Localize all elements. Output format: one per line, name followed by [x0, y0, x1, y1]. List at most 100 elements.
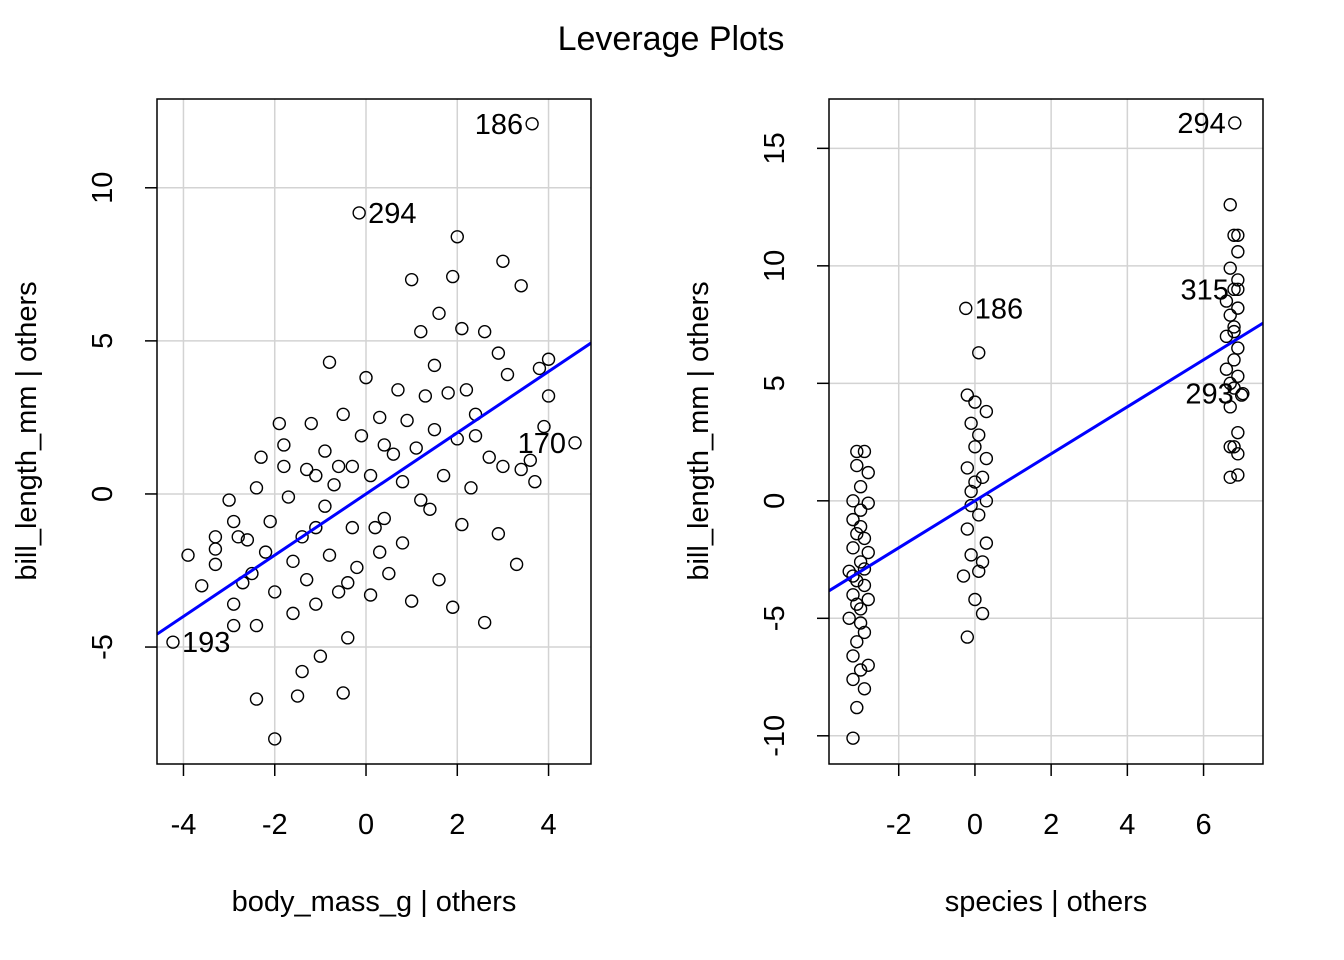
data-point	[1231, 273, 1245, 287]
data-point	[968, 592, 982, 607]
data-point	[322, 355, 337, 370]
x-tick-label: -2	[886, 809, 912, 841]
data-point	[853, 663, 868, 677]
data-point	[286, 606, 300, 621]
data-point	[427, 358, 442, 373]
y-tick-label: 15	[759, 132, 791, 164]
data-point	[331, 459, 346, 474]
data-point	[1231, 425, 1245, 440]
data-point	[975, 470, 990, 485]
data-point	[846, 512, 860, 527]
data-point	[853, 555, 868, 569]
regression-line	[157, 341, 591, 636]
data-point	[482, 450, 496, 464]
data-point	[363, 468, 378, 483]
data-point	[286, 554, 300, 569]
data-point	[496, 459, 510, 474]
data-point	[432, 306, 446, 321]
data-point	[850, 635, 864, 649]
point-label: 186	[975, 293, 1023, 325]
data-point	[459, 383, 474, 397]
data-point	[336, 407, 350, 422]
data-point	[1223, 376, 1237, 391]
data-point	[846, 588, 860, 602]
data-point	[1223, 308, 1237, 322]
x-tick-label: -2	[262, 809, 288, 841]
data-point	[532, 361, 547, 376]
data-point	[846, 569, 860, 583]
data-point	[1236, 386, 1250, 401]
data-point	[423, 502, 437, 516]
data-point	[1227, 320, 1241, 334]
data-point	[979, 404, 994, 419]
data-point	[446, 600, 460, 614]
data-point	[1219, 294, 1234, 308]
data-point	[313, 649, 328, 663]
data-point	[277, 438, 291, 452]
data-point	[359, 370, 373, 385]
data-point	[377, 511, 391, 526]
data-point	[395, 475, 410, 489]
data-point	[846, 541, 860, 555]
data-point	[181, 548, 195, 562]
point-label: 186	[475, 109, 523, 141]
data-point	[268, 732, 282, 746]
data-point	[979, 536, 994, 550]
data-point	[541, 389, 556, 403]
data-point	[857, 625, 872, 640]
data-point	[861, 592, 875, 607]
data-point	[318, 444, 332, 458]
data-point	[309, 468, 323, 483]
data-point	[861, 496, 875, 510]
data-point	[525, 117, 539, 131]
data-point	[268, 585, 282, 599]
data-point	[964, 416, 978, 430]
data-point	[1231, 228, 1245, 242]
data-point	[842, 611, 856, 626]
data-point	[281, 490, 296, 504]
data-point	[382, 566, 396, 581]
data-point	[1219, 362, 1234, 376]
data-point	[1231, 245, 1245, 259]
data-point	[968, 395, 982, 409]
data-point	[975, 555, 990, 569]
data-point	[956, 569, 971, 583]
data-point	[226, 597, 241, 611]
panel-species: species | others bill_length_mm | others…	[683, 98, 1264, 918]
x-tick-label: 2	[449, 809, 465, 841]
data-point	[377, 438, 391, 452]
point-label: 294	[1177, 108, 1225, 140]
data-point	[363, 588, 378, 602]
data-point	[272, 416, 287, 431]
data-point	[368, 520, 382, 535]
data-point	[477, 324, 492, 339]
data-point	[240, 533, 255, 547]
data-point	[537, 419, 551, 434]
data-point	[509, 557, 524, 572]
y-axis-label: bill_length_mm | others	[11, 281, 43, 580]
data-point	[322, 548, 337, 562]
data-point	[231, 530, 245, 544]
data-point	[857, 562, 872, 576]
data-point	[972, 346, 986, 360]
data-point	[850, 444, 864, 459]
data-point	[496, 254, 510, 268]
data-point	[395, 536, 410, 550]
data-point	[1231, 301, 1245, 315]
data-point	[1231, 447, 1245, 461]
y-tick-label: 0	[759, 493, 791, 509]
x-tick-label: 0	[967, 809, 983, 841]
data-point	[341, 576, 355, 590]
data-point	[491, 346, 506, 360]
data-point	[1231, 282, 1245, 297]
y-axis-label: bill_length_mm | others	[683, 281, 715, 580]
y-tick-label: 5	[87, 333, 119, 349]
data-point	[409, 441, 423, 455]
data-point	[436, 468, 451, 483]
data-point	[975, 606, 990, 621]
data-point	[964, 484, 978, 499]
data-point	[418, 389, 433, 403]
data-point	[972, 564, 986, 579]
x-tick-label: 6	[1195, 809, 1211, 841]
data-point	[960, 461, 975, 475]
